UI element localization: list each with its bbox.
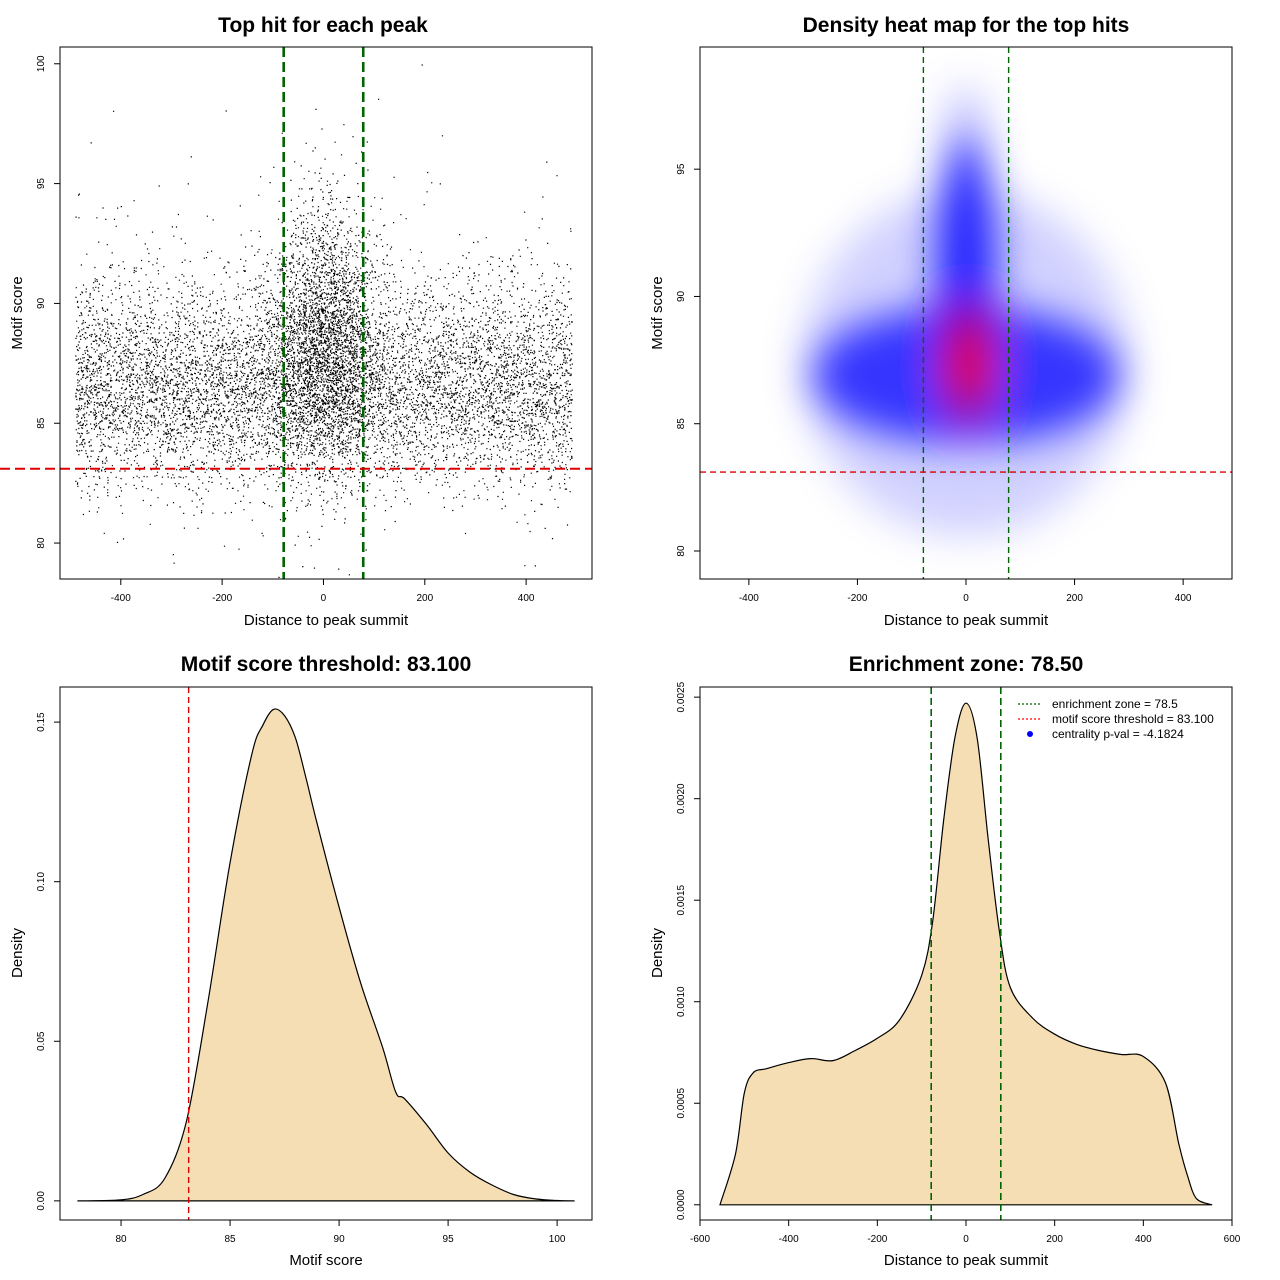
- distance-density-x-tick-label: 0: [963, 1234, 969, 1245]
- heatmap-x-tick-label: -200: [847, 593, 867, 604]
- score-density-x-tick-label: 80: [115, 1234, 127, 1245]
- score-density-x-label: Motif score: [289, 1252, 362, 1269]
- heatmap-surface: [700, 47, 1232, 579]
- scatter-y-tick-label: 95: [36, 178, 47, 190]
- score-density-y-axis: 0.00 0.05 0.10 0.15: [36, 712, 61, 1211]
- scatter-x-tick-label: 0: [321, 593, 327, 604]
- scatter-y-tick-label: 80: [36, 537, 47, 549]
- legend-label-centrality-pval: centrality p-val = -4.1824: [1052, 727, 1184, 741]
- score-density-y-tick-label: 0.00: [36, 1191, 47, 1211]
- score-density-x-tick-label: 95: [443, 1234, 455, 1245]
- scatter-y-axis: 80 85 90 95 100: [36, 55, 61, 549]
- score-density-panel: Motif score threshold: 83.100 80 85 90 95 10…: [9, 653, 593, 1269]
- distance-density-x-tick-label: -600: [690, 1234, 710, 1245]
- scatter-x-tick-label: 200: [416, 593, 433, 604]
- distance-density-y-tick-label: 0.0000: [676, 1189, 687, 1220]
- legend-label-motif-score-threshold: motif score threshold = 83.100: [1052, 712, 1214, 726]
- distance-density-x-axis: -600 -400 -200 0 200 400 600: [690, 1219, 1241, 1245]
- scatter-plot-frame: [59, 46, 593, 580]
- scatter-x-label: Distance to peak summit: [244, 612, 409, 629]
- heatmap-y-label: Motif score: [649, 276, 666, 349]
- distance-density-x-tick-label: -400: [779, 1234, 799, 1245]
- distance-density-panel: Enrichment zone: 78.50 -600 -400 -200 0 200 4…: [649, 653, 1241, 1269]
- distance-density-title: Enrichment zone: 78.50: [849, 653, 1084, 676]
- scatter-title: Top hit for each peak: [218, 14, 428, 37]
- scatter-x-tick-label: 400: [518, 593, 535, 604]
- heatmap-hot-core: [954, 327, 983, 399]
- heatmap-panel: Density heat map for the top hits -400 -2…: [649, 14, 1233, 629]
- heatmap-x-tick-label: 0: [963, 593, 969, 604]
- heatmap-x-axis: -400 -200 0 200 400: [739, 578, 1192, 604]
- heatmap-y-tick-label: 90: [676, 290, 687, 302]
- scatter-point-cloud: [75, 64, 573, 578]
- heatmap-density: [803, 85, 1129, 536]
- distance-density-x-tick-label: 200: [1046, 1234, 1063, 1245]
- scatter-x-tick-label: -200: [212, 593, 232, 604]
- scatter-y-tick-label: 90: [36, 297, 47, 309]
- legend-swatch-centrality-pval: [1027, 731, 1033, 737]
- heatmap-y-tick-label: 80: [676, 545, 687, 557]
- distance-density-x-tick-label: -200: [867, 1234, 887, 1245]
- distance-density-area: [719, 702, 1213, 1206]
- scatter-points: [75, 64, 573, 578]
- distance-density-legend: enrichment zone = 78.5 motif score thres…: [1018, 697, 1214, 741]
- score-density-y-tick-label: 0.10: [36, 872, 47, 892]
- distance-density-y-tick-label: 0.0015: [676, 884, 687, 915]
- score-density-y-tick-label: 0.15: [36, 712, 47, 732]
- score-density-x-tick-label: 100: [549, 1234, 566, 1245]
- heatmap-x-tick-label: 200: [1066, 593, 1083, 604]
- heatmap-y-axis: 80 85 90 95: [676, 163, 701, 557]
- distance-density-y-tick-label: 0.0025: [676, 681, 687, 712]
- scatter-reference-lines: [0, 47, 592, 579]
- distance-density-y-tick-label: 0.0005: [676, 1088, 687, 1119]
- heatmap-x-label: Distance to peak summit: [884, 612, 1049, 629]
- distance-density-x-tick-label: 400: [1135, 1234, 1152, 1245]
- heatmap-x-tick-label: 400: [1175, 593, 1192, 604]
- distance-density-y-tick-label: 0.0020: [676, 783, 687, 814]
- scatter-y-tick-label: 85: [36, 417, 47, 429]
- heatmap-title: Density heat map for the top hits: [803, 14, 1130, 37]
- score-density-x-tick-label: 85: [225, 1234, 237, 1245]
- heatmap-x-tick-label: -400: [739, 593, 759, 604]
- score-density-area: [77, 708, 575, 1202]
- legend-label-enrichment-zone: enrichment zone = 78.5: [1052, 697, 1178, 711]
- distance-density-y-tick-label: 0.0010: [676, 986, 687, 1017]
- heatmap-y-tick-label: 85: [676, 418, 687, 430]
- score-density-title: Motif score threshold: 83.100: [181, 653, 472, 676]
- distance-density-y-axis: 0.0000 0.0005 0.0010 0.0015 0.0020 0.0025: [676, 681, 701, 1220]
- score-density-x-axis: 80 85 90 95 100: [115, 1219, 566, 1245]
- distance-density-x-label: Distance to peak summit: [884, 1252, 1049, 1269]
- distance-density-zone-lines: [930, 687, 1002, 1220]
- scatter-x-tick-label: -400: [111, 593, 131, 604]
- heatmap-reference-lines: [700, 47, 1232, 579]
- score-density-y-label: Density: [9, 927, 26, 978]
- distance-density-y-label: Density: [649, 927, 666, 978]
- score-density-y-tick-label: 0.05: [36, 1031, 47, 1051]
- scatter-y-label: Motif score: [9, 276, 26, 349]
- heatmap-y-tick-label: 95: [676, 163, 687, 175]
- distance-density-x-tick-label: 600: [1224, 1234, 1241, 1245]
- scatter-y-tick-label: 100: [36, 55, 47, 72]
- scatter-x-axis: -400 -200 0 200 400: [111, 578, 535, 604]
- scatter-panel: Top hit for each peak -400 -200 0 200 400 80…: [0, 14, 593, 629]
- heatmap-plume-tip: [944, 85, 988, 228]
- score-density-x-tick-label: 90: [334, 1234, 346, 1245]
